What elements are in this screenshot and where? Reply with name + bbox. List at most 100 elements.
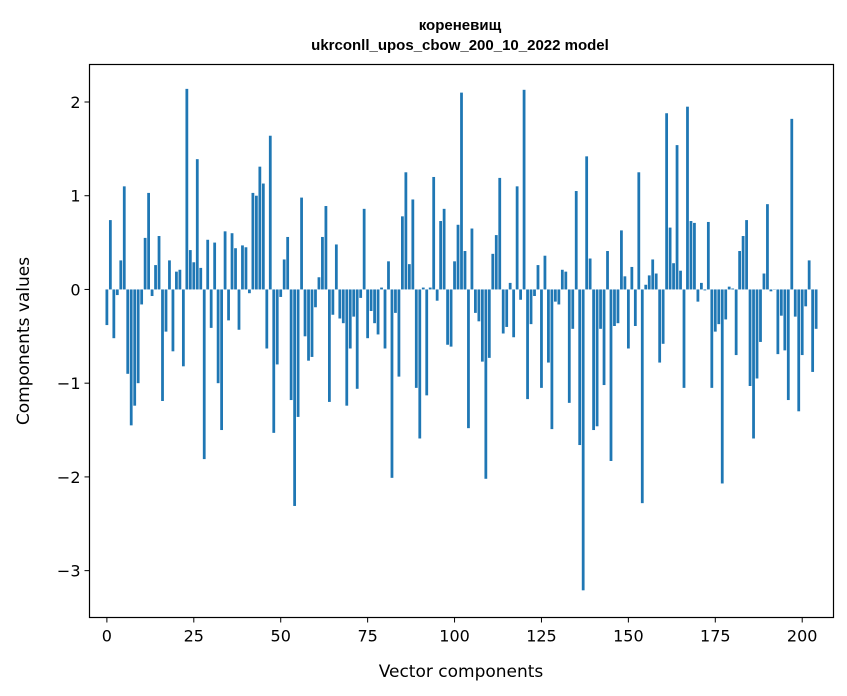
bar-component-36 [230,233,234,290]
bar-component-7 [129,289,133,426]
bar-component-200 [800,289,804,356]
bar-component-145 [609,289,613,461]
bar-component-83 [394,289,397,313]
bar-component-98 [446,289,449,345]
bar-component-103 [463,251,467,290]
bar-component-84 [397,289,401,377]
bar-component-30 [209,289,213,328]
bar-component-4 [119,260,123,290]
bar-component-47 [268,135,272,290]
bar-component-157 [651,259,655,290]
bar-component-119 [519,289,522,300]
bar-component-175 [713,289,717,332]
bar-component-94 [432,176,436,290]
bar-component-111 [491,253,495,290]
bar-component-146 [613,289,616,326]
bar-component-105 [470,228,474,290]
bar-component-74 [362,208,366,290]
bar-component-170 [696,289,700,302]
bar-component-97 [442,208,446,290]
bar-component-125 [540,289,543,388]
bar-component-33 [220,289,223,431]
bar-component-153 [637,172,641,290]
bar-component-68 [341,289,345,324]
plot-area-frame [88,63,835,619]
bar-component-113 [498,177,502,290]
bar-component-35 [227,289,230,321]
bar-component-53 [289,289,293,401]
bar-component-45 [261,183,265,290]
bar-component-186 [752,289,755,439]
bar-component-9 [136,289,140,384]
bar-component-101 [456,224,460,290]
bar-component-172 [703,289,707,291]
bar-component-104 [467,289,470,429]
bar-component-72 [355,289,359,389]
bar-component-88 [411,199,415,290]
bar-component-32 [216,289,220,384]
bar-component-137 [581,289,585,591]
bar-component-22 [181,289,185,367]
bar-component-132 [564,271,568,290]
bar-component-129 [553,289,557,302]
y-tick-label: 1 [70,187,80,206]
bar-component-134 [571,289,575,329]
bar-component-95 [435,289,439,301]
bar-component-91 [421,287,425,290]
x-tick-label: 125 [526,627,557,646]
bar-component-10 [140,289,144,305]
bar-component-50 [279,289,283,297]
bar-component-123 [533,289,536,297]
bar-component-43 [254,195,258,290]
x-tick-label: 0 [102,627,112,646]
bar-component-46 [265,289,269,349]
bar-component-65 [331,289,335,315]
bar-component-15 [157,236,161,290]
bar-component-71 [352,289,356,317]
bar-component-142 [599,289,602,329]
bar-component-183 [741,236,745,290]
bar-component-96 [439,221,443,290]
bar-component-31 [213,242,217,290]
bar-component-69 [345,289,349,406]
bar-component-73 [359,289,363,298]
bar-component-93 [428,287,432,290]
bar-component-13 [150,289,154,297]
bar-component-148 [620,230,623,290]
bar-component-100 [453,261,456,290]
x-axis-label: Vector components [379,662,544,682]
bar-component-29 [206,239,210,290]
x-tick-label: 200 [787,627,818,646]
bar-component-155 [644,284,648,290]
bar-component-115 [505,289,509,327]
bar-component-12 [147,192,150,290]
bar-component-128 [550,289,554,430]
bar-component-118 [515,186,519,290]
bar-component-131 [560,269,564,290]
bar-component-138 [585,156,589,290]
chart-title-line2: ukrconll_upos_cbow_200_10_2022 model [311,37,609,54]
bar-component-67 [338,289,342,319]
bar-component-166 [682,289,686,388]
bar-component-171 [700,282,703,290]
bar-component-158 [654,273,658,290]
bar-component-133 [567,289,571,403]
x-tick-label: 175 [700,627,731,646]
bar-component-76 [369,289,373,312]
y-axis-ticks: −3 −2 −1 0 1 2 [57,93,90,581]
bar-component-181 [734,289,738,356]
bar-component-174 [710,289,714,388]
bar-component-26 [195,159,199,290]
bar-component-136 [578,289,582,446]
bar-component-178 [724,289,728,320]
bar-component-48 [272,289,276,433]
bar-component-106 [474,289,477,313]
bar-component-198 [793,289,797,317]
bar-component-57 [303,289,307,337]
bar-component-3 [115,289,119,296]
bar-component-63 [324,206,328,290]
bar-component-44 [258,166,262,290]
bar-component-11 [143,237,147,290]
bar-component-160 [661,289,665,344]
bar-component-77 [373,289,376,324]
